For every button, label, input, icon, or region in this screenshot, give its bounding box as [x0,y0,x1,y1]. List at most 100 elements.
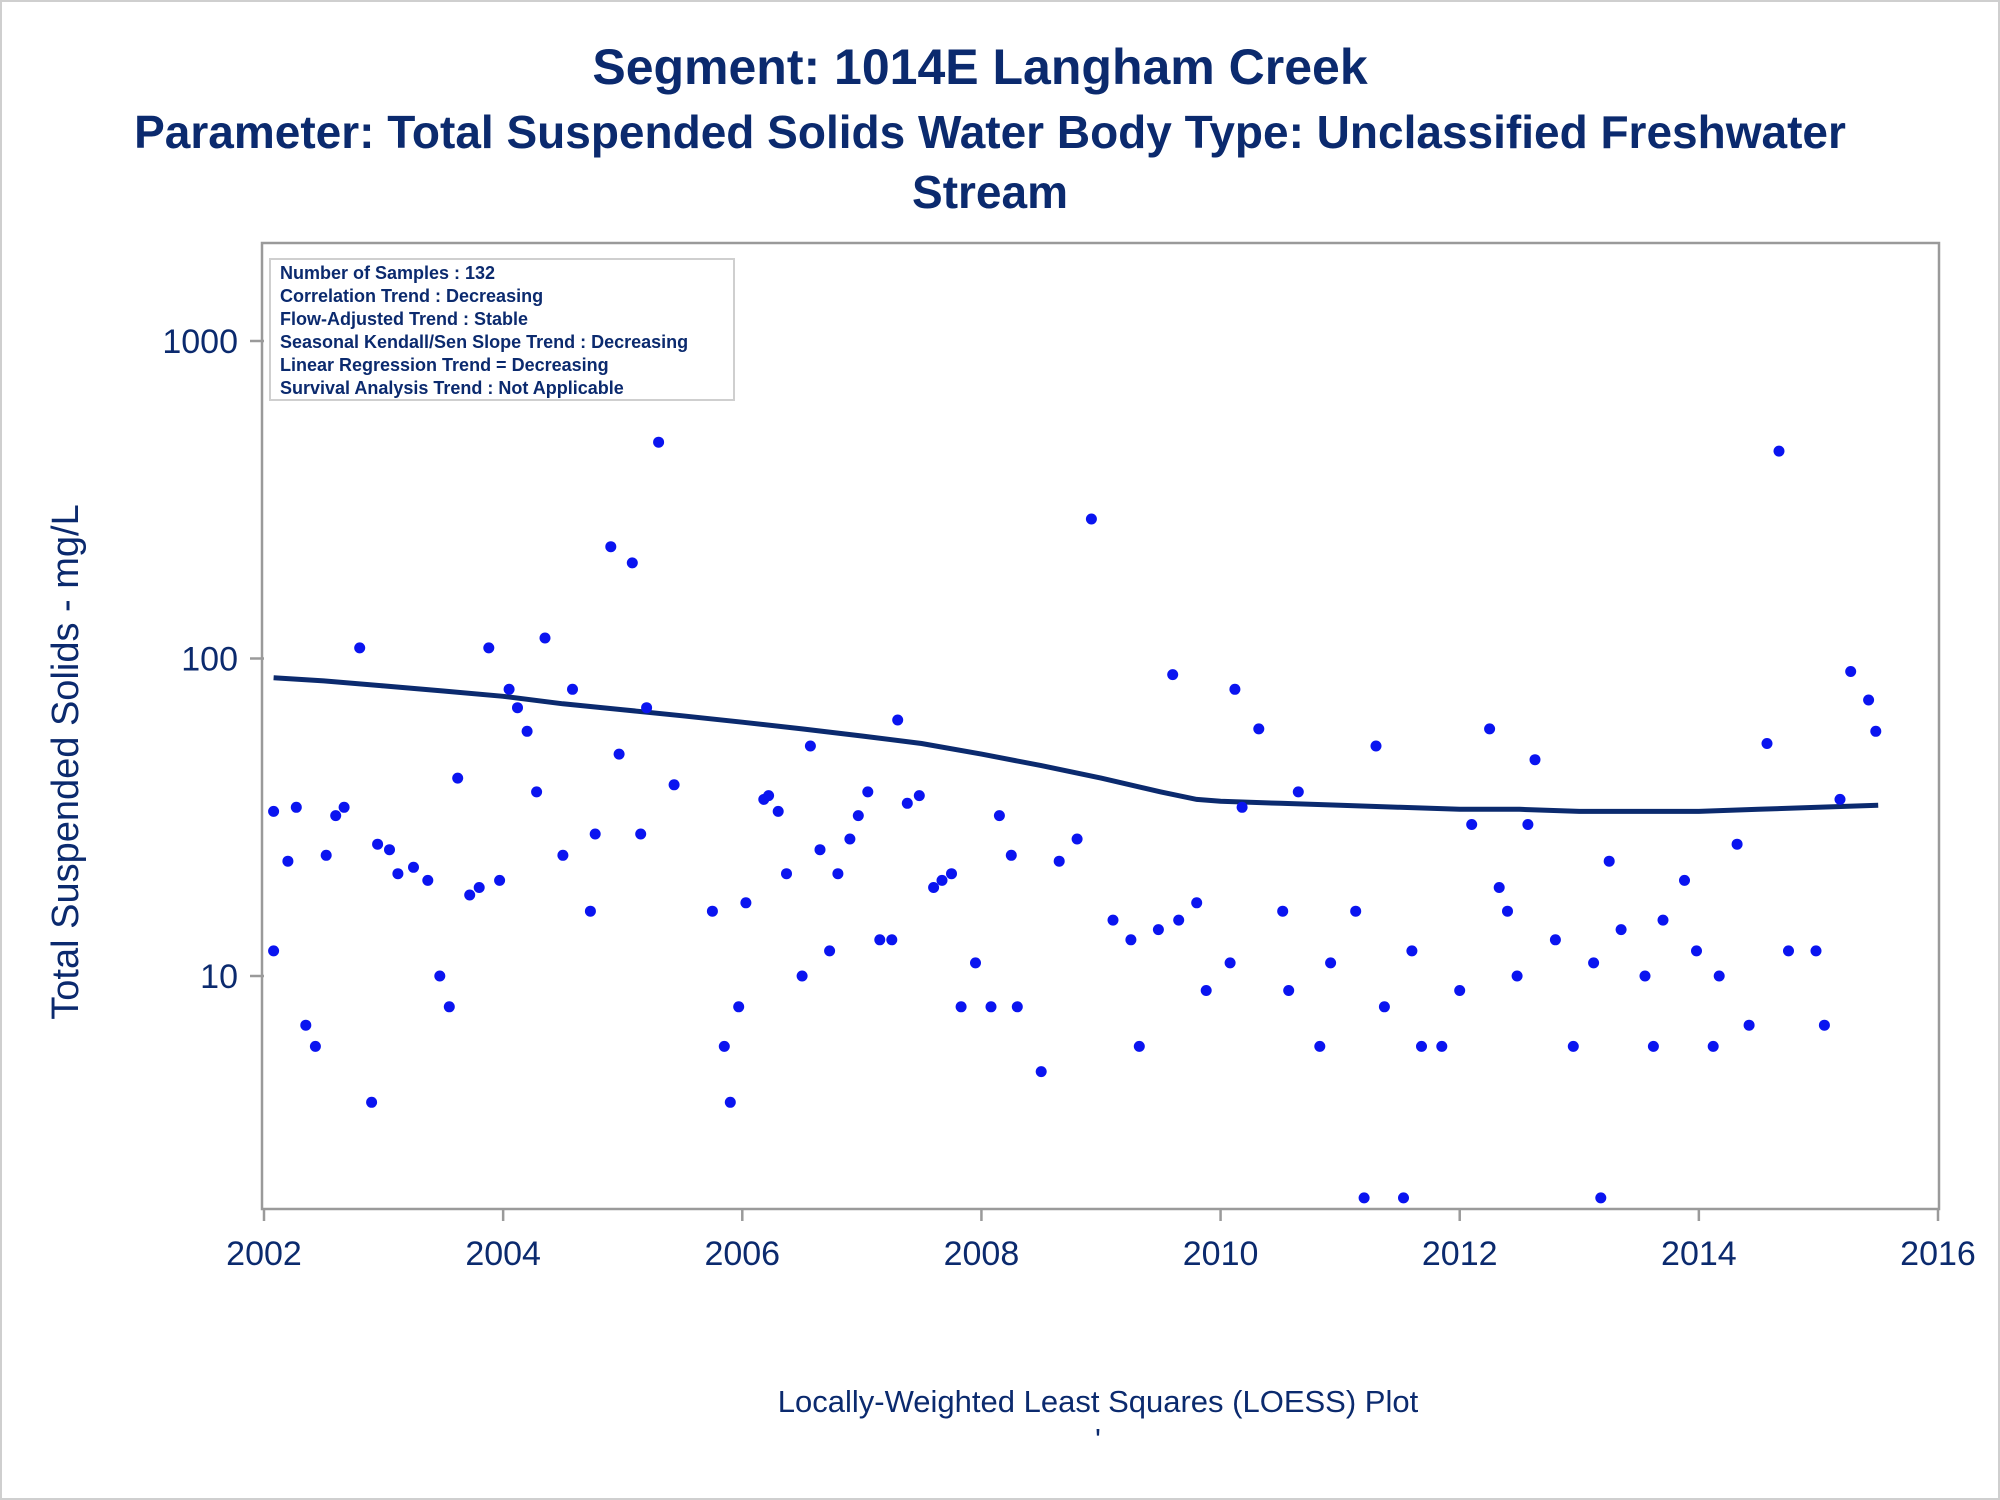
sample-point [936,874,948,886]
chart-title: Segment: 1014E Langham Creek [592,39,1367,95]
sample-point [1378,1001,1390,1013]
sample-point [641,702,653,714]
sample-point [1647,1040,1659,1052]
x-tick-label: 2016 [1900,1235,1976,1273]
sample-point [282,855,294,867]
sample-point [1107,914,1119,926]
stats-survival-analysis-trend: Survival Analysis Trend : Not Applicable [280,378,624,398]
sample-point [1005,849,1017,861]
sample-point [330,810,342,822]
sample-point [268,805,280,817]
sample-point [763,790,775,802]
sample-point [584,905,596,917]
sample-point [733,1001,745,1013]
sample-point [928,882,940,893]
sample-point [1713,970,1725,982]
sample-point [1810,945,1822,957]
sample-point [1325,957,1337,969]
sample-point [1314,1040,1326,1052]
sample-point [1511,970,1523,982]
sample-point [1358,1192,1370,1204]
sample-point [434,970,446,982]
sample-point [1085,513,1097,525]
sample-point [392,868,404,880]
chart-subtitle-line-1: Parameter: Total Suspended Solids Water … [134,106,1846,158]
sample-point [494,874,506,886]
sample-point [781,868,792,880]
y-axis: 10 100 1000 [162,323,264,996]
footnote-mark: ' [1095,1422,1101,1457]
sample-point [1691,945,1702,957]
sample-point [1277,905,1289,917]
sample-point [832,868,844,880]
sample-point [1011,1001,1023,1013]
sample-point [635,828,647,840]
sample-point [589,828,601,840]
sample-point [970,957,981,969]
sample-point [985,1001,997,1013]
x-tick-label: 2002 [226,1235,302,1273]
sample-point [1502,905,1513,917]
sample-point [338,801,350,813]
sample-point [1588,957,1600,969]
sample-point [892,714,904,726]
sample-point [946,868,957,880]
x-tick-label: 2004 [465,1235,541,1273]
plot-area [260,241,1941,1211]
sample-point [1167,669,1179,681]
x-tick-label: 2014 [1661,1235,1737,1273]
sample-point [1603,855,1615,867]
sample-point [1454,985,1466,996]
stats-flow-adjusted-trend: Flow-Adjusted Trend : Stable [280,309,528,329]
x-axis: 2002 2004 2006 2008 2010 2012 2014 2016 [226,1209,1976,1273]
sample-point [452,772,464,784]
sample-points [268,436,1882,1204]
sample-point [1350,905,1362,917]
sample-point [1484,723,1496,735]
sample-point [1071,833,1083,845]
x-tick-label: 2012 [1422,1235,1498,1273]
sample-point [706,905,718,917]
x-tick-label: 2006 [704,1235,780,1273]
sample-point [1398,1192,1409,1204]
sample-point [653,436,665,448]
sample-point [443,1001,455,1013]
sample-point [668,779,680,791]
sample-point [483,642,495,654]
sample-point [354,642,366,654]
stats-box: Number of Samples : 132 Correlation Tren… [269,258,735,401]
sample-point [1834,793,1846,805]
stats-box-border [269,258,735,401]
sample-point [1125,934,1137,946]
sample-point [384,844,395,856]
y-tick-label: 100 [181,641,238,679]
sample-point [1292,786,1304,798]
sample-point [740,897,752,909]
sample-point [1200,985,1212,996]
sample-point [613,748,625,760]
stats-seasonal-kendall-trend: Seasonal Kendall/Sen Slope Trend : Decre… [280,332,688,352]
loess-line [273,675,1879,814]
sample-point [473,882,485,893]
sample-point [1679,874,1690,886]
sample-point [268,945,280,957]
sample-point [1615,924,1627,936]
sample-point [1761,738,1773,749]
sample-point [1863,694,1875,706]
sample-point [1191,897,1203,909]
sample-point [290,801,302,813]
sample-point [1549,934,1561,946]
sample-point [1416,1040,1427,1052]
sample-point [1053,855,1065,867]
sample-point [1173,914,1185,926]
sample-point [531,786,543,798]
sample-point [1370,740,1382,752]
sample-point [1595,1192,1607,1204]
sample-point [1152,924,1164,936]
chart-subtitle-line-2: Stream [912,166,1068,218]
sample-point [874,934,886,946]
sample-point [901,797,913,809]
sample-point [1466,819,1478,830]
sample-point [1529,754,1541,766]
